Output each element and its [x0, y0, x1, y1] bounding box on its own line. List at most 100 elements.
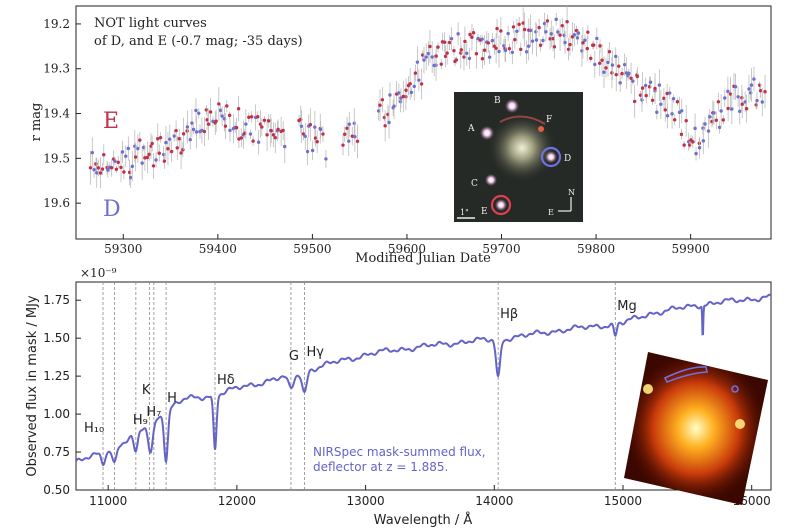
point-e [166, 147, 170, 151]
point-e [663, 108, 667, 112]
point-d [643, 83, 648, 88]
point-d [708, 115, 712, 119]
point-d [733, 85, 738, 89]
point-e [552, 45, 557, 49]
inset-label-c: C [471, 179, 478, 189]
point-d [701, 139, 706, 143]
point-e [98, 171, 103, 175]
point-d [602, 70, 606, 74]
bottom-x-tick-label: 15000 [604, 494, 642, 508]
point-e [629, 76, 633, 80]
point-e [234, 126, 239, 130]
point-e [482, 48, 487, 52]
point-d [524, 50, 529, 54]
bottom-y-tick-label: 1.25 [43, 369, 70, 383]
image-a-source [480, 126, 494, 140]
point-e [404, 88, 408, 92]
point-e [350, 134, 354, 138]
point-d [412, 84, 416, 89]
top-axes-frame [75, 5, 772, 240]
point-e [675, 100, 680, 104]
point-d [497, 49, 501, 54]
point-e [740, 102, 744, 106]
point-e [102, 153, 106, 157]
point-e [640, 86, 645, 90]
point-d [631, 79, 635, 83]
point-d [738, 109, 742, 114]
legend-label-d: D [103, 197, 121, 222]
point-d [310, 148, 315, 153]
point-d [671, 96, 676, 101]
point-e [474, 52, 479, 56]
point-e [463, 39, 467, 44]
point-e [754, 103, 758, 107]
point-d [399, 96, 403, 100]
point-d [244, 122, 248, 126]
point-e [315, 140, 319, 144]
point-e [147, 152, 151, 157]
point-d [752, 77, 756, 81]
point-d [563, 40, 567, 45]
top-y-tick-label: 19.6 [43, 196, 70, 210]
point-e [269, 129, 273, 133]
top-x-tick-label: 59700 [482, 242, 520, 256]
bottom-y-tick-label: 1.00 [43, 407, 70, 421]
point-d [161, 152, 166, 157]
point-d [670, 112, 674, 116]
point-e [214, 119, 218, 123]
point-d [576, 31, 581, 35]
point-d [313, 125, 317, 129]
point-e [133, 155, 138, 159]
point-e [401, 94, 406, 99]
point-d [622, 62, 627, 67]
point-d [194, 108, 198, 113]
point-d [465, 51, 469, 56]
point-d [256, 140, 261, 144]
point-d [749, 91, 753, 95]
point-d [526, 44, 531, 48]
top-y-tick-label: 19.4 [43, 107, 70, 121]
point-d [659, 102, 663, 106]
point-e [205, 118, 209, 122]
point-d [503, 48, 508, 53]
point-d [528, 28, 533, 33]
point-e [119, 165, 123, 170]
point-e [672, 118, 677, 122]
point-d [303, 134, 307, 138]
point-e [273, 136, 277, 140]
point-d [188, 137, 192, 142]
bottom-x-tick-label: 14000 [475, 494, 513, 508]
point-e [653, 86, 657, 91]
point-d [614, 54, 618, 59]
line-label: H₇ [146, 405, 161, 420]
point-e [138, 138, 142, 142]
legend-label-e: E [103, 109, 119, 134]
point-e [378, 103, 382, 107]
point-e [598, 61, 602, 66]
point-d [730, 107, 734, 111]
point-d [409, 90, 414, 95]
point-d [665, 114, 670, 118]
point-d [154, 158, 158, 162]
point-e [174, 128, 178, 133]
map-source-1 [643, 384, 653, 394]
top-y-tick-label: 19.2 [43, 17, 70, 31]
point-e [494, 46, 498, 50]
point-e [150, 141, 154, 146]
point-e [581, 41, 585, 45]
point-e [589, 56, 593, 61]
point-d [218, 108, 223, 113]
point-e [665, 91, 669, 96]
bottom-y-tick-label: 0.50 [43, 483, 70, 497]
point-e [538, 43, 543, 47]
point-e [565, 20, 569, 24]
point-e [716, 100, 721, 104]
point-e [355, 139, 360, 143]
point-d [415, 60, 420, 64]
point-d [120, 150, 125, 154]
point-e [445, 51, 449, 55]
point-e [763, 90, 767, 94]
image-b-source [505, 99, 519, 113]
point-d [726, 89, 730, 94]
